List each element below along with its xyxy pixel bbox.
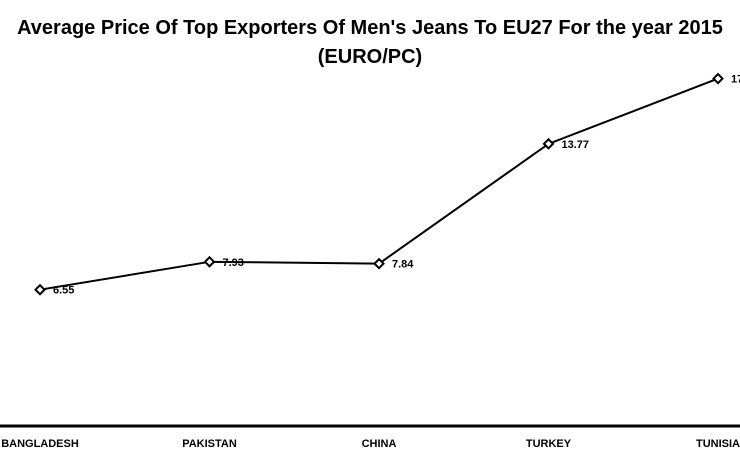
x-tick-label: BANGLADESH [1,438,79,450]
data-point-marker [542,137,555,150]
data-label: 7.93 [223,257,244,269]
x-tick-label: TURKEY [526,438,572,450]
data-label: 17 [731,74,740,86]
chart-title: Average Price Of Top Exporters Of Men's … [17,17,723,68]
data-point-marker [712,72,724,85]
x-tick-label: CHINA [362,438,397,450]
data-label: 7.84 [392,259,414,271]
x-tick-label: TUNISIA [696,438,740,450]
data-point-marker [34,283,46,296]
data-point-marker [203,255,216,268]
data-point-marker [373,257,385,270]
x-tick-label: PAKISTAN [182,438,237,450]
data-label: 13.77 [562,139,590,151]
data-label: 6.55 [53,285,74,297]
